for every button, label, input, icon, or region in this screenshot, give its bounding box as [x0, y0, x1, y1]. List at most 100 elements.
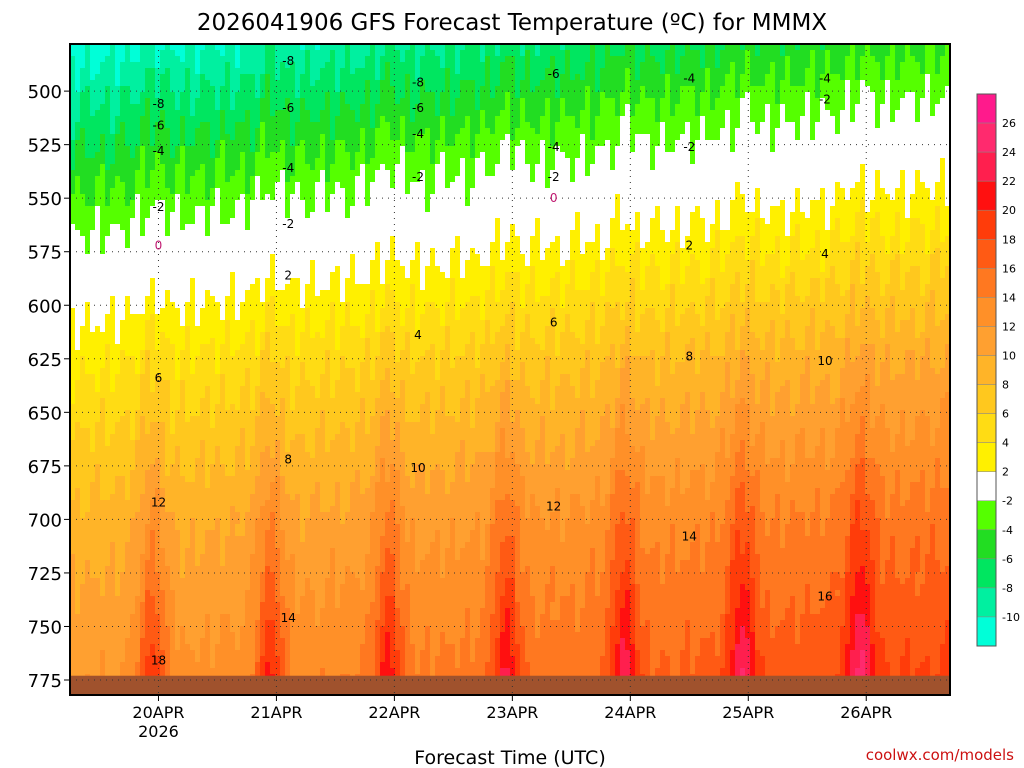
temperature-cell: [295, 362, 301, 369]
temperature-cell: [170, 194, 176, 201]
temperature-cell: [280, 212, 286, 219]
temperature-cell: [220, 176, 226, 183]
temperature-cell: [175, 602, 181, 609]
temperature-cell: [225, 608, 231, 615]
temperature-cell: [80, 596, 86, 603]
temperature-cell: [225, 254, 231, 261]
temperature-cell: [180, 254, 186, 261]
temperature-cell: [100, 494, 106, 501]
temperature-cell: [150, 428, 156, 435]
temperature-cell: [255, 470, 261, 477]
temperature-cell: [80, 92, 86, 99]
temperature-cell: [230, 656, 236, 663]
temperature-cell: [120, 410, 126, 417]
temperature-cell: [210, 572, 216, 579]
temperature-cell: [130, 116, 136, 123]
temperature-cell: [95, 50, 101, 57]
temperature-cell: [85, 182, 91, 189]
temperature-cell: [215, 152, 221, 159]
temperature-cell: [115, 536, 121, 543]
temperature-cell: [245, 230, 251, 237]
temperature-cell: [115, 554, 121, 561]
temperature-cell: [160, 590, 166, 597]
temperature-cell: [105, 356, 111, 363]
temperature-cell: [180, 662, 186, 669]
temperature-cell: [295, 536, 301, 543]
temperature-cell: [145, 230, 151, 237]
temperature-cell: [270, 464, 276, 471]
temperature-cell: [135, 536, 141, 543]
temperature-cell: [240, 386, 246, 393]
temperature-cell: [140, 338, 146, 345]
temperature-cell: [225, 146, 231, 153]
temperature-cell: [145, 188, 151, 195]
temperature-cell: [160, 452, 166, 459]
temperature-cell: [240, 356, 246, 363]
temperature-cell: [225, 62, 231, 69]
temperature-cell: [280, 596, 286, 603]
temperature-cell: [125, 428, 131, 435]
temperature-cell: [80, 116, 86, 123]
temperature-cell: [95, 110, 101, 117]
temperature-cell: [185, 422, 191, 429]
temperature-cell: [185, 602, 191, 609]
temperature-cell: [255, 128, 261, 135]
temperature-cell: [215, 560, 221, 567]
temperature-cell: [90, 218, 96, 225]
temperature-cell: [130, 482, 136, 489]
temperature-cell: [185, 278, 191, 285]
temperature-cell: [130, 386, 136, 393]
temperature-cell: [240, 230, 246, 237]
temperature-cell: [280, 452, 286, 459]
temperature-cell: [130, 236, 136, 243]
temperature-cell: [255, 164, 261, 171]
temperature-cell: [85, 494, 91, 501]
temperature-cell: [255, 212, 261, 219]
temperature-cell: [175, 350, 181, 357]
temperature-cell: [125, 326, 131, 333]
temperature-cell: [95, 368, 101, 375]
temperature-cell: [145, 548, 151, 555]
temperature-cell: [215, 80, 221, 87]
temperature-cell: [195, 248, 201, 255]
temperature-cell: [290, 512, 296, 519]
temperature-cell: [185, 584, 191, 591]
temperature-cell: [295, 74, 301, 81]
temperature-cell: [160, 140, 166, 147]
temperature-cell: [150, 650, 156, 657]
temperature-cell: [70, 554, 76, 561]
temperature-cell: [175, 44, 181, 51]
temperature-cell: [90, 374, 96, 381]
temperature-cell: [235, 620, 241, 627]
temperature-cell: [260, 380, 266, 387]
temperature-cell: [180, 56, 186, 63]
temperature-cell: [260, 590, 266, 597]
temperature-cell: [105, 572, 111, 579]
temperature-cell: [80, 278, 86, 285]
temperature-cell: [180, 482, 186, 489]
temperature-cell: [155, 404, 161, 411]
temperature-cell: [135, 248, 141, 255]
temperature-cell: [235, 416, 241, 423]
temperature-cell: [120, 392, 126, 399]
temperature-cell: [170, 206, 176, 213]
temperature-cell: [125, 344, 131, 351]
temperature-cell: [200, 404, 206, 411]
temperature-cell: [180, 590, 186, 597]
temperature-cell: [150, 434, 156, 441]
temperature-cell: [150, 470, 156, 477]
temperature-cell: [140, 620, 146, 627]
temperature-cell: [285, 248, 291, 255]
temperature-cell: [275, 434, 281, 441]
temperature-cell: [70, 464, 76, 471]
temperature-cell: [85, 290, 91, 297]
temperature-cell: [155, 50, 161, 57]
temperature-cell: [130, 554, 136, 561]
temperature-cell: [115, 392, 121, 399]
temperature-cell: [130, 200, 136, 207]
temperature-cell: [190, 272, 196, 279]
temperature-cell: [120, 308, 126, 315]
temperature-cell: [155, 626, 161, 633]
temperature-cell: [150, 518, 156, 525]
temperature-cell: [140, 470, 146, 477]
